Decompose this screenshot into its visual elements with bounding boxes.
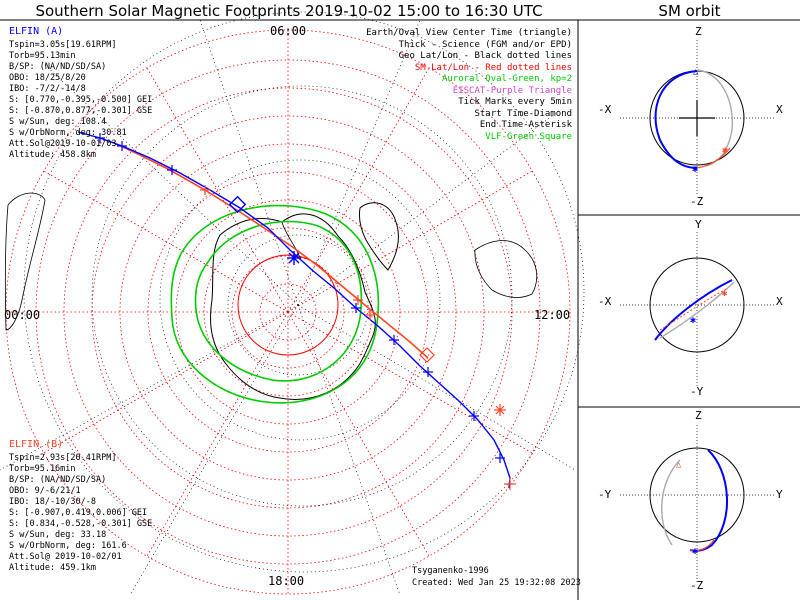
svg-text:△: △ — [693, 67, 699, 77]
svg-text:✱: ✱ — [690, 315, 696, 326]
page-title: Southern Solar Magnetic Footprints 2019-… — [35, 2, 543, 20]
sm2-left: -X — [598, 295, 612, 308]
sm-panel-xz: ✱ ✱ △ — [620, 40, 775, 195]
hour-label-top: 06:00 — [270, 24, 307, 38]
sm2-bottom: -Y — [690, 385, 704, 398]
africa-outline — [474, 240, 538, 298]
sm3-left: -Y — [598, 488, 612, 501]
polar-map — [0, 11, 585, 596]
model-credit: Tsyganenko-1996 — [412, 566, 489, 576]
elfin-a-tick-marks — [95, 133, 505, 463]
south-america-outline — [359, 202, 399, 271]
svg-text:✱: ✱ — [692, 164, 698, 175]
sm1-top: Z — [695, 25, 702, 38]
auroral-oval-inner — [194, 220, 363, 382]
elfin-b-info: Tspin=2.93s[20.41RPM] Torb=95.16min B/SP… — [9, 453, 153, 573]
elfin-b-end-asterisk — [494, 404, 516, 490]
geo-grid — [0, 11, 585, 596]
created-timestamp: Created: Wed Jan 25 19:32:08 2023 — [412, 578, 581, 588]
sm1-left: -X — [598, 103, 612, 116]
elfin-a-start-diamond — [228, 195, 247, 214]
legend-item: Start Time-Diamond — [474, 108, 572, 119]
sm2-top: Y — [695, 218, 702, 231]
elfin-b-start-diamond — [419, 347, 435, 363]
legend-item: Earth/Oval View Center Time (triangle) — [366, 28, 572, 38]
elfin-a-end-asterisk — [287, 251, 301, 265]
sm-panel-yz: △ ✱ — [620, 425, 775, 582]
sm-longitude-grid — [6, 30, 570, 594]
legend-item: End Time-Asterisk — [479, 120, 572, 130]
legend-item: VLF-Green Square — [485, 131, 572, 142]
hour-label-left: 00:00 — [4, 308, 41, 322]
legend-item: SM Lat/Lon - Red dotted lines — [414, 62, 572, 73]
australia-outline — [5, 192, 46, 331]
svg-text:✱: ✱ — [722, 289, 728, 299]
svg-text:△: △ — [676, 460, 682, 470]
svg-text:✱: ✱ — [692, 546, 698, 557]
sm1-right: X — [776, 103, 783, 116]
sm-orbit-title: SM orbit — [658, 2, 721, 20]
svg-text:✱: ✱ — [722, 145, 728, 156]
sm3-bottom: -Z — [690, 579, 704, 592]
legend-item: Auroral Oval-Green, kp=2 — [441, 74, 572, 84]
elfin-a-info: Tspin=3.05s[19.61RPM] Torb=95.13min B/SP… — [9, 40, 153, 160]
hour-label-bottom: 18:00 — [268, 574, 305, 588]
elfin-b-track — [111, 141, 429, 359]
sm3-top: Z — [695, 409, 702, 422]
legend-item: Thick - Science (FGM and/or EPD) — [398, 39, 572, 50]
elfin-a-title: ELFIN (A) — [9, 26, 64, 37]
legend-item: Geo Lat/Lon - Black dotted lines — [398, 51, 572, 61]
elfin-b-tick-marks — [200, 185, 375, 320]
legend-item: EISCAT-Purple Triangle — [452, 85, 572, 96]
auroral-oval-outer — [170, 204, 380, 404]
sm3-right: Y — [776, 488, 783, 501]
antarctica-outline — [210, 213, 376, 400]
hour-label-right: 12:00 — [534, 308, 571, 322]
legend-item: Tick Marks every 5min — [458, 97, 572, 107]
elfin-a-track — [77, 131, 511, 489]
sm-panel-xy: ✱ ✱ — [620, 232, 775, 388]
sm-orbit-panels: ✱ ✱ △ ✱ ✱ △ ✱ — [620, 40, 775, 582]
sm1-bottom: -Z — [690, 195, 704, 208]
elfin-b-title: ELFIN (B) — [9, 439, 64, 450]
sm2-right: X — [776, 295, 783, 308]
legend: Earth/Oval View Center Time (triangle) T… — [366, 28, 572, 143]
